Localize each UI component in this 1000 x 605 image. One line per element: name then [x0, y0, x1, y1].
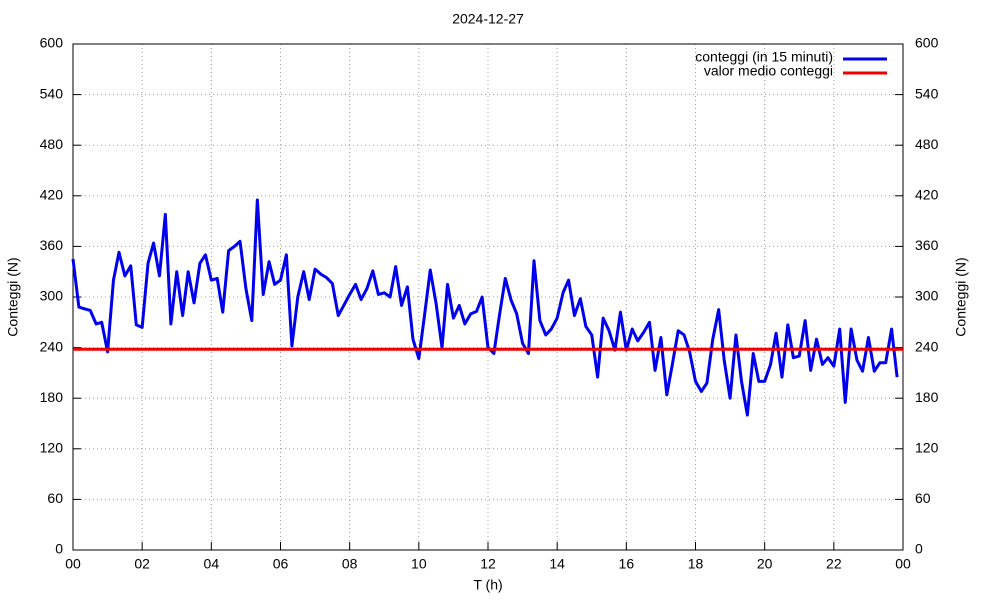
x-tick-label: 16	[619, 556, 635, 572]
x-tick-label: 12	[480, 556, 496, 572]
legend-label: valor medio conteggi	[704, 63, 833, 79]
plot-frame	[72, 43, 904, 551]
x-axis-label: T (h)	[473, 577, 502, 593]
y-tick-label: 540	[40, 85, 64, 101]
y2-tick-label: 0	[915, 541, 923, 557]
x-tick-label: 04	[204, 556, 220, 572]
y-tick-label: 0	[55, 541, 63, 557]
y2-tick-label: 480	[915, 136, 939, 152]
x-tick-label: 20	[757, 556, 773, 572]
y-tick-label: 180	[40, 389, 64, 405]
y-tick-label: 240	[40, 338, 64, 354]
y2-tick-label: 120	[915, 440, 939, 456]
y2-tick-label: 300	[915, 288, 939, 304]
y-tick-label: 480	[40, 136, 64, 152]
y2-tick-label: 60	[915, 490, 931, 506]
y-tick-label: 120	[40, 440, 64, 456]
chart-title: 2024-12-27	[452, 11, 524, 27]
y2-tick-label: 540	[915, 85, 939, 101]
x-tick-label: 18	[688, 556, 704, 572]
x-tick-label: 00	[65, 556, 81, 572]
y2-tick-label: 180	[915, 389, 939, 405]
y2-tick-label: 600	[915, 35, 939, 51]
x-tick-label: 02	[134, 556, 150, 572]
y2-axis-label: Conteggi (N)	[953, 257, 969, 336]
x-tick-label: 00	[895, 556, 911, 572]
x-tick-label: 06	[273, 556, 289, 572]
y-tick-label: 600	[40, 35, 64, 51]
legend-label: conteggi (in 15 minuti)	[695, 49, 833, 65]
y-axis-label: Conteggi (N)	[5, 257, 21, 336]
x-tick-label: 08	[342, 556, 358, 572]
x-tick-label: 10	[411, 556, 427, 572]
y-tick-label: 60	[47, 490, 63, 506]
y2-tick-label: 420	[915, 187, 939, 203]
data-line	[71, 198, 899, 417]
y-tick-label: 360	[40, 237, 64, 253]
y-tick-label: 420	[40, 187, 64, 203]
y2-tick-label: 240	[915, 338, 939, 354]
y-tick-label: 300	[40, 288, 64, 304]
y2-tick-label: 360	[915, 237, 939, 253]
x-tick-label: 14	[549, 556, 565, 572]
x-tick-label: 22	[826, 556, 842, 572]
